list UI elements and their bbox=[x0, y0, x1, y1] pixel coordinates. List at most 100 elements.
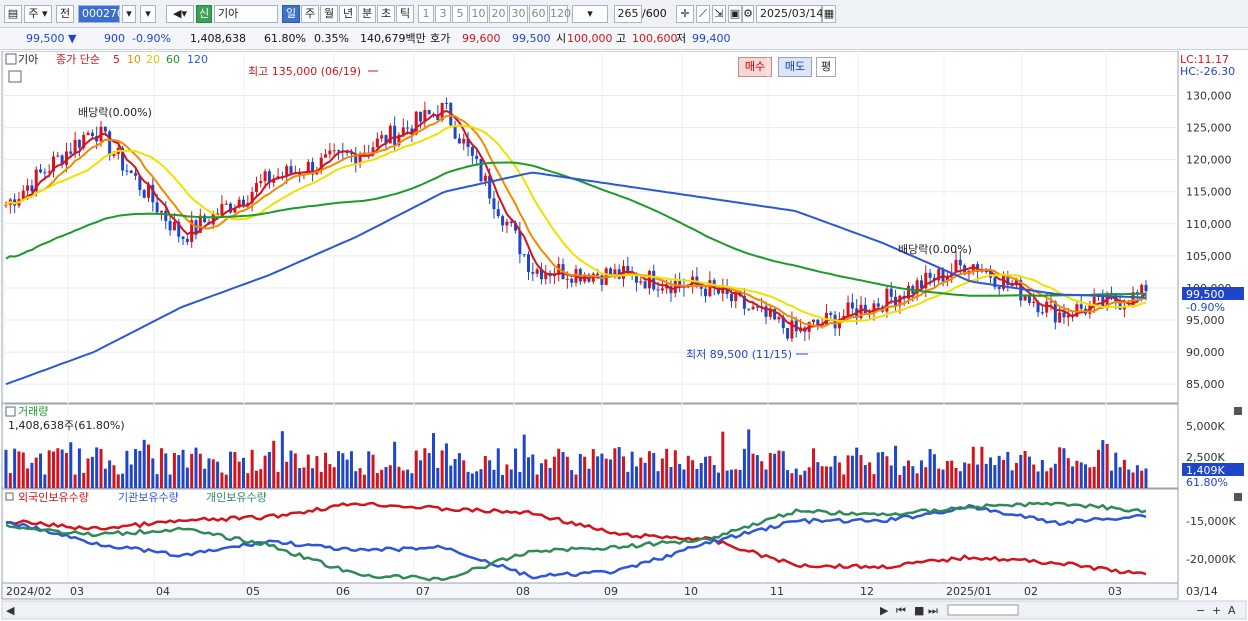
auto-scale-icon[interactable]: A bbox=[1228, 604, 1236, 617]
last-volume-box bbox=[1182, 463, 1244, 476]
table-icon[interactable] bbox=[8, 70, 22, 83]
price-change-pct: -0.90% bbox=[132, 32, 171, 45]
date-field[interactable]: 2025/03/14 bbox=[756, 5, 823, 23]
price-tick: 105,000 bbox=[1186, 250, 1232, 263]
candle-body bbox=[488, 175, 492, 199]
volume-bar bbox=[846, 455, 850, 488]
candle-body bbox=[984, 271, 988, 273]
period-button-3[interactable]: 년 bbox=[339, 5, 357, 23]
rewind-icon[interactable]: ⏮ bbox=[896, 604, 906, 617]
candle-body bbox=[915, 280, 919, 294]
gear-icon[interactable]: ⚙ bbox=[742, 5, 754, 23]
holdings-close-icon[interactable] bbox=[1234, 493, 1242, 501]
period-button-2[interactable]: 월 bbox=[320, 5, 338, 23]
zoom-slider[interactable] bbox=[947, 604, 1019, 616]
candle-body bbox=[375, 138, 379, 148]
chart-area[interactable]: 기아 종가 단순 5 10 20 60 120 최고 135,000 (06/1… bbox=[0, 51, 1248, 621]
volume-bar bbox=[945, 460, 949, 488]
code-search-icon[interactable]: ▾ bbox=[122, 5, 136, 23]
high-label: 고 bbox=[616, 32, 627, 45]
sell-button[interactable]: 매도 bbox=[778, 57, 812, 77]
stock-code-input[interactable]: 000270 bbox=[78, 5, 124, 23]
period-button-1[interactable]: 주 bbox=[301, 5, 319, 23]
zoom-in-icon[interactable]: + bbox=[1212, 604, 1221, 617]
candle-body bbox=[518, 230, 522, 255]
save-icon[interactable]: ▣ bbox=[728, 5, 742, 23]
interval-button-60[interactable]: 60 bbox=[529, 5, 548, 23]
candle-body bbox=[242, 199, 245, 205]
interval-button-30[interactable]: 30 bbox=[509, 5, 528, 23]
stop-icon[interactable]: ■ bbox=[914, 604, 924, 617]
flat-button[interactable]: 평 bbox=[816, 57, 836, 77]
empty-select[interactable]: ▾ bbox=[572, 5, 608, 23]
volume-bar bbox=[1122, 459, 1126, 488]
volume-bar bbox=[963, 462, 967, 488]
candle-body bbox=[514, 223, 518, 231]
interval-button-1[interactable]: 1 bbox=[418, 5, 434, 23]
candle-body bbox=[203, 215, 207, 222]
type-select[interactable]: 주 ▾ bbox=[24, 5, 52, 23]
period-button-5[interactable]: 초 bbox=[377, 5, 395, 23]
count-field[interactable]: 265 bbox=[614, 5, 642, 23]
stock-chart[interactable]: 기아 종가 단순 5 10 20 60 120 최고 135,000 (06/1… bbox=[0, 51, 1248, 621]
low-annotation: 최저 89,500 (11/15) bbox=[686, 348, 792, 361]
prev-button[interactable]: 전 bbox=[56, 5, 74, 23]
zoom-out-icon[interactable]: − bbox=[1196, 604, 1205, 617]
volume-bar bbox=[60, 449, 64, 488]
last-price-label: 99,500 bbox=[1186, 288, 1225, 301]
draw-icon[interactable]: ⟋ bbox=[696, 5, 710, 23]
candle-body bbox=[626, 265, 630, 272]
interval-button-120[interactable]: 120 bbox=[549, 5, 571, 23]
candle-body bbox=[1062, 312, 1066, 318]
candle-body bbox=[371, 147, 375, 154]
scale-icon[interactable]: ⇲ bbox=[712, 5, 726, 23]
speaker-icon[interactable]: ◀▾ bbox=[166, 5, 194, 23]
candle-body bbox=[613, 269, 617, 276]
scroll-right-icon[interactable]: ▶ bbox=[880, 604, 889, 617]
stock-name-field[interactable]: 기아 bbox=[214, 5, 278, 23]
interval-button-5[interactable]: 5 bbox=[452, 5, 468, 23]
calendar-icon[interactable]: ▦ bbox=[822, 5, 836, 23]
candle-body bbox=[172, 221, 176, 231]
chart-settings-icon[interactable]: ▤ bbox=[4, 5, 22, 23]
candle-body bbox=[1049, 301, 1053, 303]
interval-button-10[interactable]: 10 bbox=[469, 5, 488, 23]
price-tick: 120,000 bbox=[1186, 154, 1232, 167]
volume-bar bbox=[941, 469, 945, 488]
volume-close-icon[interactable] bbox=[1234, 407, 1242, 415]
candle-body bbox=[319, 157, 323, 171]
dropdown-icon[interactable]: ▾ bbox=[140, 5, 156, 23]
period-button-0[interactable]: 일 bbox=[282, 5, 300, 23]
volume-bar bbox=[773, 453, 777, 488]
volume-bar bbox=[522, 434, 526, 488]
interval-button-20[interactable]: 20 bbox=[489, 5, 508, 23]
volume-bar bbox=[790, 473, 794, 488]
candle-body bbox=[237, 199, 241, 208]
panel-menu-icon[interactable] bbox=[5, 53, 17, 65]
candle-body bbox=[60, 155, 64, 165]
dividend-note-1: 배당락(0.00%) bbox=[78, 106, 152, 119]
volume-bar bbox=[928, 449, 932, 488]
volume-bar bbox=[686, 455, 690, 488]
candle-body bbox=[1023, 296, 1027, 301]
volume-bar bbox=[561, 452, 565, 488]
candle-body bbox=[643, 281, 647, 289]
buy-button[interactable]: 매수 bbox=[738, 57, 772, 77]
volume-bar bbox=[652, 453, 656, 488]
interval-button-3[interactable]: 3 bbox=[435, 5, 451, 23]
scroll-left-icon[interactable]: ◀ bbox=[6, 604, 15, 617]
forward-icon[interactable]: ⏭ bbox=[928, 604, 938, 617]
crosshair-icon[interactable]: ✛ bbox=[676, 5, 694, 23]
volume-bar bbox=[108, 460, 112, 488]
candle-body bbox=[829, 312, 833, 315]
period-button-4[interactable]: 분 bbox=[358, 5, 376, 23]
scrollbar[interactable] bbox=[1, 600, 1247, 620]
volume-bar bbox=[954, 468, 958, 488]
new-badge: 신 bbox=[196, 5, 212, 23]
period-button-6[interactable]: 틱 bbox=[396, 5, 414, 23]
holdings-menu-icon[interactable] bbox=[5, 492, 14, 501]
volume-menu-icon[interactable] bbox=[5, 406, 16, 417]
volume-bar bbox=[358, 468, 362, 488]
volume-bar bbox=[134, 449, 138, 488]
candle-body bbox=[380, 135, 384, 139]
